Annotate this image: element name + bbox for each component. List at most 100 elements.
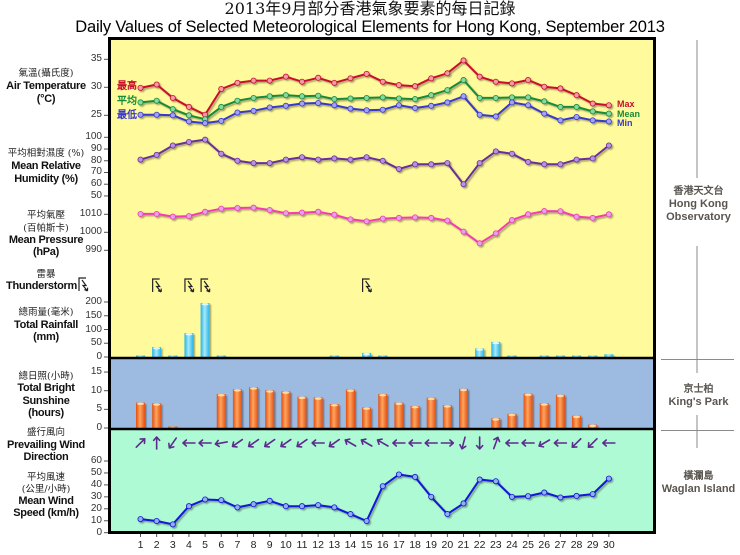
legend-max-en: Max xyxy=(617,99,635,109)
wind-direction-arrow-icon xyxy=(168,437,178,449)
arrow-glyph xyxy=(553,439,568,447)
wind-direction-arrow-icon xyxy=(505,439,519,447)
sunshine-bar xyxy=(507,413,517,428)
temperature-min-point xyxy=(250,107,257,114)
humidity-point xyxy=(444,160,451,167)
wind-direction-arrow-icon xyxy=(571,437,582,449)
temperature-label-zh: 氣溫(攝氏度) xyxy=(18,68,74,79)
wind-direction-arrow-icon xyxy=(440,439,455,447)
temperature-mean-point xyxy=(282,92,289,99)
arrow-glyph xyxy=(408,439,422,447)
wind-direction-arrow-icon xyxy=(538,439,551,448)
legend-max-zh: 最高 xyxy=(117,81,137,92)
pressure-point xyxy=(218,205,225,212)
y-tick-label: 100 xyxy=(85,323,102,335)
temperature-min-point xyxy=(525,102,532,109)
station-hko-en-2: Observatory xyxy=(666,211,731,223)
rainfall-bar-cap xyxy=(153,347,161,350)
temperature-max-point xyxy=(137,84,144,91)
pressure-point xyxy=(460,228,467,235)
temperature-min-point xyxy=(234,109,241,116)
wind-speed-point xyxy=(137,516,144,523)
pressure-point xyxy=(347,216,354,223)
temperature-min-point xyxy=(137,111,144,118)
wind-speed-point xyxy=(234,504,241,511)
wind-speed-point xyxy=(282,503,289,510)
sunshine-bar-cap xyxy=(217,394,225,397)
pressure-point xyxy=(492,230,499,237)
temperature-max-point xyxy=(541,83,548,90)
thunderstorm-icon xyxy=(78,277,89,292)
rainfall-bar-cap xyxy=(476,348,484,351)
wind-speed-point xyxy=(169,521,176,528)
wind-direction-arrow-icon xyxy=(311,439,325,447)
x-day-label: 23 xyxy=(489,539,502,551)
temperature-min-point xyxy=(266,104,273,111)
rainfall-bar-cap xyxy=(185,333,193,336)
arrow-glyph xyxy=(280,438,292,448)
arrow-glyph xyxy=(440,439,455,447)
x-day-label: 26 xyxy=(538,539,551,551)
pressure-point xyxy=(379,215,386,222)
pressure-label-en-2: (hPa) xyxy=(32,246,59,258)
arrow-glyph xyxy=(360,438,373,447)
humidity-point xyxy=(202,136,209,143)
temperature-max-point xyxy=(363,70,370,77)
waglan-panel-background xyxy=(108,429,656,533)
wind-direction-arrow-icon xyxy=(360,438,373,447)
temperature-min-point xyxy=(153,111,160,118)
temperature-min-point xyxy=(331,102,338,109)
wind-speed-point xyxy=(153,517,160,524)
temperature-max-point xyxy=(379,78,386,85)
x-day-label: 6 xyxy=(218,539,225,551)
sunshine-bar-cap xyxy=(233,389,241,392)
rainfall-label-en-1: Total Rainfall xyxy=(13,319,79,331)
x-day-label: 8 xyxy=(250,539,257,551)
y-tick-label: 10 xyxy=(90,514,102,526)
sunshine-bar-cap xyxy=(282,391,290,394)
temperature-min-point xyxy=(218,117,225,124)
thunderstorm-icon xyxy=(362,278,372,293)
arrow-glyph xyxy=(296,438,308,448)
temperature-mean-point xyxy=(363,94,370,101)
wind-speed-point xyxy=(266,497,273,504)
rainfall-bar xyxy=(572,355,582,357)
sunshine-bar xyxy=(297,396,307,428)
x-day-label: 12 xyxy=(312,539,324,551)
legend-min-en: Min xyxy=(617,118,633,128)
y-tick-label: 25 xyxy=(90,109,102,121)
y-tick-label: 5 xyxy=(96,403,102,415)
arrow-glyph xyxy=(587,437,598,449)
y-tick-label: 60 xyxy=(90,455,102,466)
temperature-max-point xyxy=(218,85,225,92)
temperature-label-en: Air Temperature xyxy=(6,80,86,92)
rainfall-bar xyxy=(491,341,501,357)
arrow-glyph xyxy=(198,439,212,447)
wind-direction-arrow-icon xyxy=(587,437,598,449)
thunderstorm-icon xyxy=(200,278,211,293)
wind-direction-label-en-2: Direction xyxy=(23,451,69,463)
temperature-max-point xyxy=(234,79,241,86)
sunshine-bar-cap xyxy=(136,402,145,406)
y-tick-label: 70 xyxy=(90,166,102,178)
sunshine-bar xyxy=(281,391,291,428)
sunshine-bar xyxy=(313,397,323,428)
temperature-mean-point xyxy=(525,94,532,101)
rainfall-bar xyxy=(184,333,194,357)
sunshine-bar xyxy=(345,389,355,428)
temperature-max-point xyxy=(444,70,451,77)
humidity-point xyxy=(605,142,612,149)
temperature-max-point xyxy=(395,82,402,89)
sunshine-bar-cap xyxy=(540,403,548,406)
wind-direction-arrow-icon xyxy=(424,439,439,447)
temperature-min-point xyxy=(428,102,435,109)
temperature-min-point xyxy=(395,102,402,109)
rainfall-bar xyxy=(378,355,388,357)
temperature-mean-point xyxy=(315,92,322,99)
x-day-label: 28 xyxy=(570,539,583,551)
temperature-mean-point xyxy=(169,106,176,113)
arrow-glyph xyxy=(538,439,551,448)
rainfall-bar-cap xyxy=(201,303,209,306)
rainfall-bar xyxy=(216,355,226,357)
humidity-point xyxy=(282,156,289,163)
